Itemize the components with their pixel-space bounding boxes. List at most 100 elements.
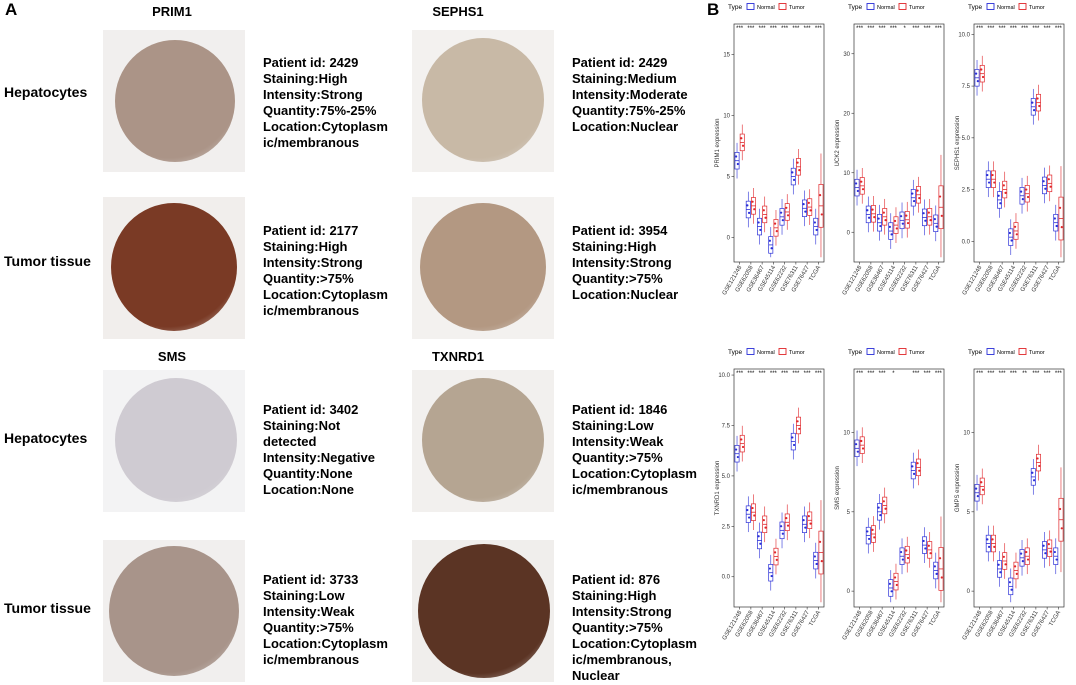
normal-point	[792, 443, 796, 447]
legend-tumor-label: Tumor	[1029, 350, 1045, 356]
normal-point	[1042, 180, 1045, 183]
boxplot-prim1: Type Normal Tumor 0 5 10 15 PRIM1 expression ***…	[710, 0, 828, 340]
significance-label: ***	[879, 371, 887, 377]
significance-label: ***	[1044, 26, 1052, 32]
tumor-point	[1038, 104, 1041, 108]
info-line: Staining:High	[572, 239, 657, 254]
info-line: Patient id: 1846	[572, 402, 668, 417]
significance-label: ***	[867, 26, 875, 32]
tumor-point	[740, 137, 743, 140]
normal-point	[867, 216, 871, 219]
significance-label: ***	[815, 26, 823, 32]
normal-point	[813, 221, 816, 224]
tumor-point	[860, 180, 863, 183]
significance-label: ***	[935, 371, 943, 377]
normal-point	[877, 217, 880, 220]
tumor-point	[741, 144, 745, 147]
significance-label: ***	[781, 371, 789, 377]
boxplot-txnrd1: Type Normal Tumor 0.0 2.5 5.0 7.5 10.0 TXNRD1 ex…	[710, 345, 828, 685]
tissue-core	[109, 546, 239, 676]
tumor-point	[882, 211, 885, 214]
info-line: Location:Cytoplasm	[572, 636, 697, 651]
tumor-point	[764, 216, 767, 219]
info-prim1-tumor: Patient id: 2177 Staining:High Intensity:S…	[263, 223, 388, 319]
normal-point	[976, 80, 979, 83]
normal-point	[1031, 101, 1034, 104]
legend-tumor-swatch	[778, 348, 787, 355]
normal-point	[1042, 544, 1045, 547]
tumor-point	[818, 194, 822, 197]
tumor-point	[940, 214, 943, 217]
tumor-point	[884, 219, 887, 222]
normal-point	[933, 218, 936, 221]
normal-point	[997, 563, 1000, 566]
legend-normal-swatch	[746, 348, 755, 355]
normal-point	[757, 221, 760, 224]
tumor-point	[980, 481, 983, 484]
tumor-point	[786, 214, 790, 217]
y-tick-label: 5	[727, 175, 731, 181]
normal-point	[986, 173, 989, 177]
tumor-point	[861, 447, 865, 450]
tumor-point	[1060, 527, 1063, 530]
normal-point	[746, 508, 749, 512]
y-tick-label: 5.0	[722, 474, 731, 480]
normal-point	[1053, 217, 1056, 220]
normal-point	[781, 532, 784, 535]
legend-normal-label: Normal	[877, 350, 895, 356]
info-line: Staining:Low	[572, 418, 654, 433]
y-tick-label: 7.5	[722, 423, 731, 429]
legend: Type Normal Tumor	[968, 348, 1045, 356]
legend-tumor-label: Tumor	[909, 350, 925, 356]
legend-tumor-swatch	[898, 3, 907, 10]
normal-point	[877, 506, 880, 509]
y-tick-label: 0	[967, 589, 971, 595]
normal-point	[781, 219, 784, 222]
x-tick-label: TCGA	[809, 265, 823, 282]
normal-point	[768, 567, 771, 570]
significance-label: ***	[1032, 26, 1040, 32]
info-line: Intensity:Moderate	[572, 87, 688, 102]
tumor-point	[981, 75, 985, 79]
tumor-point	[993, 181, 996, 184]
tumor-point	[762, 209, 765, 212]
significance-label: ***	[759, 26, 767, 32]
significance-label: ***	[804, 371, 812, 377]
tumor-point	[773, 551, 777, 554]
tumor-point	[991, 538, 994, 541]
y-axis-label: GMPS expression	[955, 464, 961, 512]
significance-label: ***	[770, 26, 778, 32]
significance-label: ***	[976, 26, 984, 32]
tissue-core	[418, 544, 550, 678]
normal-point	[768, 239, 771, 242]
legend: Type Normal Tumor	[848, 3, 925, 11]
info-line: ic/membranous,	[572, 652, 672, 667]
normal-point	[933, 565, 936, 568]
info-line: Quantity:>75%	[572, 450, 663, 465]
info-line: Location:Nuclear	[572, 119, 679, 134]
tumor-point	[1038, 464, 1041, 468]
legend-normal-swatch	[986, 348, 995, 355]
tumor-point	[906, 221, 910, 225]
tumor-point	[893, 219, 897, 223]
tissue-core	[115, 40, 235, 162]
y-tick-label: 10	[843, 171, 850, 177]
normal-point	[924, 219, 927, 222]
y-tick-label: 2.5	[962, 188, 971, 194]
normal-point	[888, 225, 891, 228]
tumor-point	[1036, 97, 1039, 100]
info-line: Location:Cytoplasm	[263, 119, 388, 134]
significance-label: ***	[736, 371, 744, 377]
significance-label: ***	[976, 371, 984, 377]
legend-normal-label: Normal	[997, 5, 1015, 11]
normal-point	[780, 211, 783, 214]
boxplot-gmps: Type Normal Tumor 0 5 10 GMPS expression *** GSE…	[950, 345, 1068, 685]
significance-label: ***	[999, 371, 1007, 377]
tumor-point	[1004, 191, 1007, 194]
normal-point	[879, 224, 882, 228]
tumor-point	[882, 500, 885, 503]
info-line: Quantity:None	[263, 466, 353, 481]
legend-tumor-swatch	[1018, 3, 1027, 10]
info-sephs1-tumor: Patient id: 3954 Staining:High Intensity:S…	[572, 223, 678, 303]
normal-point	[815, 562, 818, 566]
